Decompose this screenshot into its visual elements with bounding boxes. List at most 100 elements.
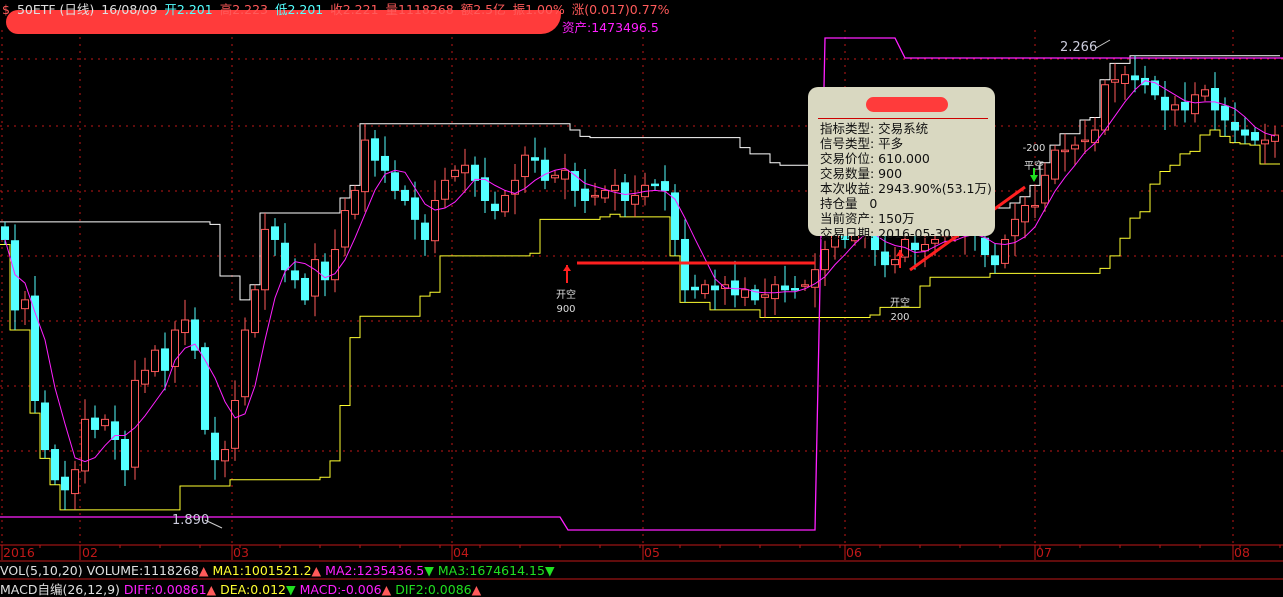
candle-body <box>241 329 249 398</box>
candle-body <box>811 269 819 288</box>
vol-name[interactable]: VOL(5,10,20) <box>0 563 83 578</box>
min-label-leader <box>204 519 223 529</box>
candle-body <box>791 288 799 291</box>
candle-body <box>711 285 719 291</box>
candle-body <box>201 347 209 430</box>
candle-body <box>1191 94 1199 115</box>
candle-body <box>171 329 179 368</box>
candle-body <box>821 249 829 271</box>
x-tick-label: 04 <box>453 545 469 560</box>
vol-ma2: MA2:1235436.5 <box>325 563 425 578</box>
high-value: 高2.223 <box>219 2 268 17</box>
tooltip-row: 交易数量: 900 <box>820 166 903 181</box>
candle-body <box>1131 75 1139 81</box>
signal-arrow-up-icon <box>896 250 904 256</box>
candle-body <box>981 237 989 256</box>
candle-body <box>751 289 759 301</box>
candle-body <box>501 194 509 213</box>
candle-body <box>1161 96 1169 111</box>
macd-value: MACD:-0.006 <box>299 582 382 597</box>
x-tick-label: 2016 <box>3 545 35 560</box>
candle-body <box>741 289 749 298</box>
candle-body <box>571 171 579 191</box>
candle-body <box>1121 74 1129 84</box>
date: 16/08/09 <box>101 2 158 17</box>
candle-body <box>451 169 459 178</box>
signal-label-2: 开空 200 <box>880 294 920 323</box>
candle-body <box>471 164 479 181</box>
candle-body <box>651 183 659 187</box>
candle-body <box>1081 139 1089 143</box>
candle-body <box>1101 84 1109 131</box>
candle-body <box>781 285 789 291</box>
candle-body <box>71 469 79 495</box>
candle-body <box>461 164 469 174</box>
candle-body <box>181 319 189 334</box>
candle-body <box>1041 174 1049 204</box>
candle-body <box>31 295 39 401</box>
candle-body <box>311 259 319 297</box>
candle-body <box>391 172 399 191</box>
symbol: 50ETF (日线) <box>16 2 95 17</box>
candle-body <box>661 181 669 191</box>
x-tick-label: 08 <box>1234 545 1250 560</box>
change-value: 涨(0.017)0.77% <box>571 2 670 17</box>
macd-dea: DEA:0.012 <box>220 582 287 597</box>
candle-body <box>671 192 679 240</box>
tooltip-row: 持仓量 0 <box>820 196 878 211</box>
max-label-leader <box>1095 39 1111 49</box>
redacted-tooltip-title <box>866 97 948 112</box>
candle-body <box>1181 101 1189 111</box>
x-tick-label: 03 <box>233 545 249 560</box>
candle-body <box>401 189 409 201</box>
candle-body <box>1231 121 1239 131</box>
candle-body <box>361 139 369 193</box>
candle-body <box>121 438 129 471</box>
candle-body <box>611 184 619 191</box>
redacted-title-strip <box>6 10 561 34</box>
vol-volume: VOLUME:1118268 <box>86 563 199 578</box>
candle-body <box>111 421 119 440</box>
candle-body <box>1 226 9 240</box>
candle-body <box>271 226 279 240</box>
vol-ma3: MA3:1674614.15 <box>437 563 545 578</box>
candle-body <box>621 182 629 201</box>
candle-body <box>1051 149 1059 180</box>
signal-label-3: -200 平空 <box>1014 143 1054 172</box>
candle-body <box>441 179 449 200</box>
candle-body <box>21 299 29 310</box>
candle-body <box>511 179 519 195</box>
tooltip-row: 交易价位: 610.000 <box>820 151 930 166</box>
candle-body <box>491 203 499 212</box>
stock-icon: $ <box>2 2 10 17</box>
candle-body <box>1011 218 1019 237</box>
signal-qty: 200 <box>890 312 910 323</box>
candle-body <box>761 294 769 298</box>
candle-body <box>381 155 389 171</box>
tooltip-divider <box>818 118 988 119</box>
candle-body <box>601 189 609 199</box>
candle-body <box>151 349 159 373</box>
candle-body <box>551 174 559 179</box>
candle-body <box>1061 149 1069 153</box>
candle-body <box>991 255 999 266</box>
candle-body <box>51 449 59 481</box>
candle-body <box>371 138 379 161</box>
macd-name[interactable]: MACD自编(26,12,9) <box>0 582 120 597</box>
candle-body <box>341 210 349 248</box>
vol-ma1: MA1:1001521.2 <box>212 563 312 578</box>
candle-body <box>1221 105 1229 121</box>
asset-line <box>0 37 1283 531</box>
candle-body <box>581 188 589 201</box>
x-tick-label: 07 <box>1036 545 1052 560</box>
candle-body <box>141 369 149 385</box>
asset-value: 资产:1473496.5 <box>562 20 659 35</box>
volume-indicator-bar: VOL(5,10,20) VOLUME:1118268▲ MA1:1001521… <box>0 563 555 578</box>
signal-arrow-down-icon <box>1030 175 1038 182</box>
candle-body <box>481 177 489 201</box>
volume-value: 量1118268 <box>385 2 454 17</box>
candle-body <box>771 284 779 300</box>
candle-body <box>911 242 919 251</box>
candle-body <box>701 284 709 295</box>
candle-body <box>211 432 219 461</box>
